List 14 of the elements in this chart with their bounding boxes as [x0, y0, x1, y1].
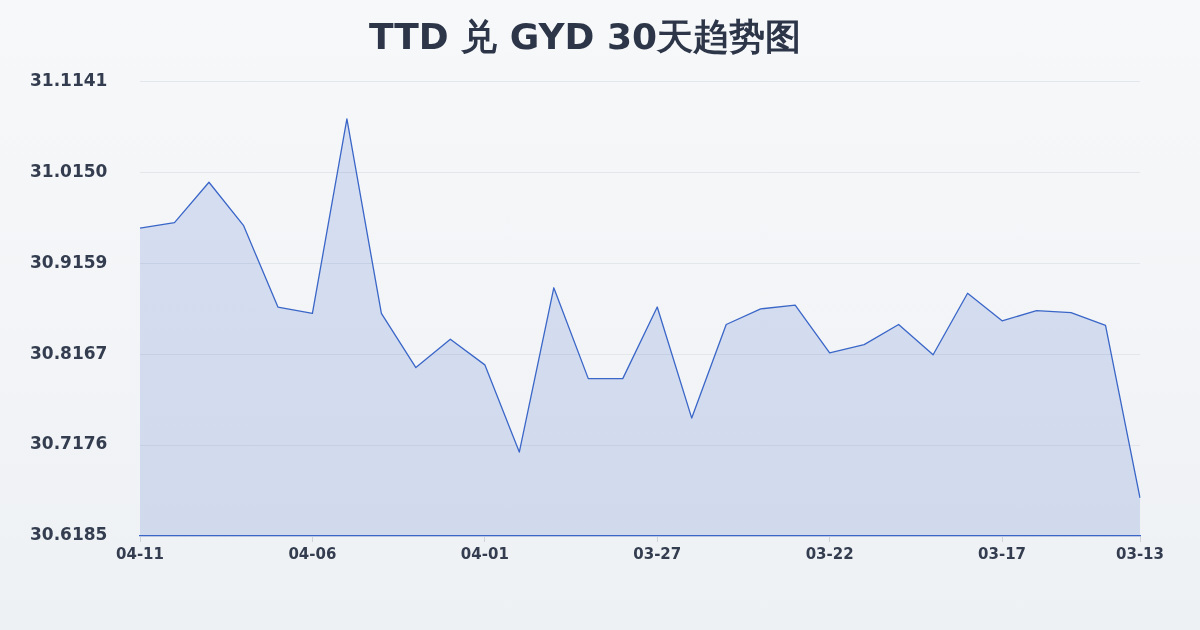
y-tick-label: 31.0150 [30, 160, 108, 181]
y-tick-label: 30.7176 [30, 433, 108, 454]
chart-title: TTD 兑 GYD 30天趋势图 [368, 15, 802, 57]
x-tick-label: 04-01 [460, 544, 509, 563]
x-tick-label: 03-22 [805, 544, 854, 563]
x-tick-label: 03-13 [1116, 544, 1164, 563]
y-tick-label: 30.8167 [30, 342, 108, 363]
y-tick-label: 30.6185 [30, 524, 108, 545]
x-tick-label: 03-17 [978, 544, 1027, 563]
y-tick-label: 31.1141 [30, 69, 108, 90]
x-tick-label: 04-06 [288, 544, 337, 563]
x-tick-label: 03-27 [633, 544, 682, 563]
y-tick-label: 30.9159 [30, 251, 108, 272]
x-tick-label: 04-11 [116, 544, 164, 563]
